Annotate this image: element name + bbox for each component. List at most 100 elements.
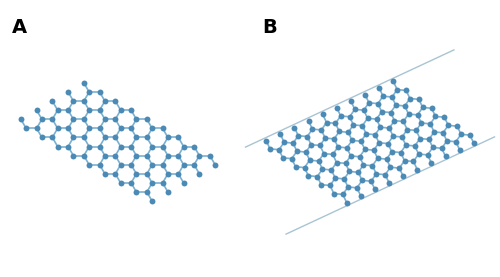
Point	[304, 173, 312, 178]
Point	[164, 190, 172, 194]
Point	[64, 126, 72, 130]
Point	[353, 186, 361, 190]
Point	[382, 157, 390, 161]
Point	[101, 172, 109, 176]
Point	[372, 172, 380, 176]
Point	[80, 81, 88, 85]
Point	[70, 135, 78, 140]
Point	[379, 94, 387, 98]
Point	[371, 132, 379, 137]
Point	[384, 141, 392, 146]
Point	[344, 185, 352, 189]
Point	[116, 181, 124, 185]
Point	[351, 107, 359, 112]
Point	[148, 199, 156, 203]
Point	[333, 106, 341, 110]
Point	[428, 106, 436, 111]
Point	[332, 160, 340, 165]
Point	[190, 163, 198, 167]
Point	[174, 172, 182, 176]
Point	[101, 117, 109, 122]
Point	[386, 126, 394, 130]
Point	[279, 156, 287, 160]
Point	[326, 183, 334, 188]
Point	[158, 144, 166, 149]
Point	[164, 172, 172, 176]
Point	[332, 121, 340, 125]
Point	[306, 158, 314, 162]
Point	[307, 142, 315, 147]
Point	[180, 163, 188, 167]
Point	[374, 101, 382, 106]
Point	[148, 144, 156, 149]
Point	[362, 132, 370, 136]
Point	[350, 123, 358, 127]
Point	[415, 97, 423, 102]
Point	[385, 181, 393, 185]
Point	[438, 146, 446, 150]
Point	[127, 181, 135, 185]
Point	[452, 140, 460, 144]
Point	[346, 114, 354, 119]
Point	[318, 128, 326, 132]
Point	[424, 153, 432, 157]
Point	[402, 88, 410, 93]
Point	[85, 163, 93, 167]
Point	[316, 143, 324, 148]
Point	[416, 136, 424, 141]
Point	[143, 190, 151, 194]
Text: A: A	[12, 18, 27, 37]
Point	[70, 153, 78, 158]
Point	[425, 137, 433, 142]
Point	[101, 153, 109, 158]
Point	[174, 135, 182, 140]
Point	[70, 99, 78, 103]
Point	[428, 161, 436, 165]
Point	[54, 108, 62, 112]
Point	[342, 161, 349, 166]
Point	[336, 129, 344, 134]
Point	[403, 127, 411, 132]
Point	[196, 172, 203, 176]
Point	[318, 167, 326, 171]
Point	[116, 163, 124, 167]
Point	[318, 112, 326, 117]
Point	[388, 150, 396, 154]
Point	[317, 183, 325, 187]
Point	[85, 90, 93, 94]
Point	[180, 181, 188, 185]
Point	[375, 86, 383, 90]
Point	[32, 126, 40, 130]
Point	[357, 139, 365, 143]
Point	[132, 172, 140, 176]
Point	[164, 153, 172, 158]
Point	[48, 135, 56, 140]
Point	[22, 126, 30, 130]
Point	[368, 163, 376, 168]
Point	[48, 117, 56, 122]
Point	[358, 178, 366, 183]
Point	[360, 163, 368, 167]
Point	[392, 103, 400, 107]
Point	[399, 174, 407, 178]
Point	[158, 163, 166, 167]
Point	[143, 172, 151, 176]
Point	[390, 79, 398, 84]
Point	[378, 109, 386, 114]
Point	[101, 99, 109, 103]
Point	[293, 149, 301, 153]
Point	[206, 153, 214, 158]
Point	[411, 144, 419, 148]
Point	[80, 135, 88, 140]
Point	[388, 95, 396, 99]
Point	[346, 169, 354, 174]
Point	[344, 130, 352, 135]
Point	[439, 130, 447, 135]
Point	[418, 121, 426, 125]
Point	[143, 153, 151, 158]
Point	[262, 138, 270, 143]
Point	[404, 112, 412, 116]
Point	[280, 140, 288, 145]
Point	[322, 120, 330, 125]
Point	[132, 153, 140, 158]
